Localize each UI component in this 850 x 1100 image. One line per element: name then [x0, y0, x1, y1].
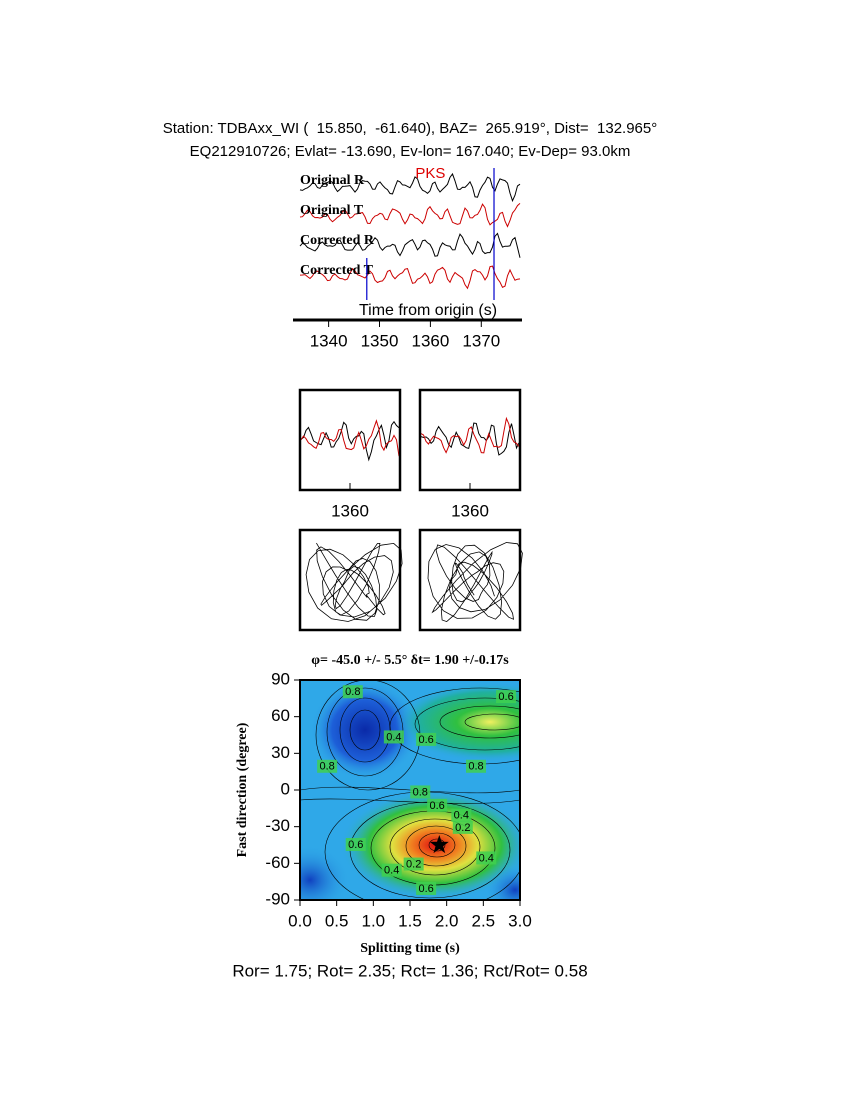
- y-tick-label: -30: [265, 816, 290, 835]
- contour-label-bg: [410, 785, 431, 799]
- panel-frame: [418, 528, 522, 632]
- contour-label: 0.8: [468, 761, 483, 773]
- footer-ratios: Ror= 1.75; Rot= 2.35; Rct= 1.36; Rct/Rot…: [232, 961, 587, 980]
- waveform: [300, 419, 400, 457]
- contour-label: 0.2: [406, 858, 421, 870]
- misfit-field: [300, 680, 520, 900]
- x-axis-label: Time from origin (s): [359, 302, 497, 319]
- contour-label: 0.8: [345, 686, 360, 698]
- waveform: [420, 416, 520, 454]
- contour-label: 0.8: [319, 761, 334, 773]
- contour-label-bg: [342, 685, 363, 699]
- x-tick-label: 0.0: [288, 911, 312, 930]
- contour-label: 0.8: [413, 786, 428, 798]
- contour-label-bg: [466, 759, 486, 773]
- y-tick-label: -60: [265, 853, 290, 872]
- contour-label-bg: [496, 690, 517, 704]
- contour-label: 0.4: [386, 731, 401, 743]
- x-tick-label: 1350: [361, 331, 399, 350]
- panel-frame: [418, 388, 522, 492]
- particle-path: [305, 542, 403, 622]
- x-tick-label: 1360: [331, 501, 369, 520]
- contour-label-bg: [383, 730, 404, 744]
- contour-label-bg: [427, 798, 448, 812]
- waveform: [299, 172, 521, 203]
- x-tick-label: 1.0: [362, 911, 386, 930]
- x-tick-label: 1340: [310, 331, 348, 350]
- x-tick-label: 1.5: [398, 911, 422, 930]
- waveform: [300, 420, 400, 462]
- trace-label: Corrected R: [300, 233, 375, 248]
- trace-label: Original T: [300, 203, 364, 218]
- x-axis-label: Splitting time (s): [360, 941, 460, 956]
- field-blob: [310, 680, 420, 780]
- y-tick-label: 90: [271, 669, 290, 688]
- contour-label-bg: [452, 820, 473, 834]
- station-title: Station: TDBAxx_WI ( 15.850, -61.640), B…: [163, 120, 658, 137]
- trace-label: Corrected T: [300, 263, 374, 278]
- x-tick-label: 2.0: [435, 911, 459, 930]
- contour-label: 0.4: [479, 852, 494, 864]
- x-tick-label: 0.5: [325, 911, 349, 930]
- contour-label-bg: [416, 882, 437, 895]
- waveform: [299, 203, 521, 228]
- x-tick-label: 1360: [451, 501, 489, 520]
- event-subtitle: EQ212910726; Evlat= -13.690, Ev-lon= 167…: [190, 143, 631, 160]
- contour-label-bg: [345, 838, 366, 851]
- contour-label: 0.6: [498, 691, 513, 703]
- y-tick-label: 0: [281, 779, 290, 798]
- contour-label: 0.6: [348, 839, 363, 851]
- contour-label-bg: [317, 759, 338, 773]
- waveform: [420, 422, 520, 456]
- x-tick-label: 3.0: [508, 911, 532, 930]
- waveform: [299, 265, 521, 290]
- contour-label: 0.4: [384, 865, 399, 877]
- x-tick-label: 1360: [411, 331, 449, 350]
- contour-label: 0.6: [418, 734, 433, 746]
- contour-label: 0.4: [454, 810, 469, 822]
- contour-label-bg: [403, 857, 424, 871]
- phase-label: PKS: [415, 165, 445, 182]
- panel-frame: [298, 528, 402, 632]
- contour-label: 0.6: [418, 883, 433, 895]
- contour-label-bg: [476, 851, 497, 865]
- contour-label-bg: [451, 808, 472, 822]
- contour-label-bg: [416, 732, 437, 746]
- contour-label: 0.6: [429, 800, 444, 812]
- waveform: [299, 232, 521, 258]
- particle-path: [427, 542, 523, 623]
- y-tick-label: -90: [265, 889, 290, 908]
- y-tick-label: 60: [271, 706, 290, 725]
- contour-label: 0.2: [455, 822, 470, 834]
- contour-title: φ= -45.0 +/- 5.5° δt= 1.90 +/-0.17s: [311, 653, 509, 668]
- best-fit-star: [429, 835, 449, 854]
- contour-label-bg: [381, 863, 402, 877]
- y-tick-label: 30: [271, 743, 290, 762]
- x-tick-label: 2.5: [472, 911, 496, 930]
- trace-label: Original R: [300, 173, 365, 188]
- y-axis-label: Fast direction (degree): [235, 722, 250, 857]
- field-blob: [485, 865, 520, 900]
- x-tick-label: 1370: [462, 331, 500, 350]
- field-blob: [300, 845, 350, 900]
